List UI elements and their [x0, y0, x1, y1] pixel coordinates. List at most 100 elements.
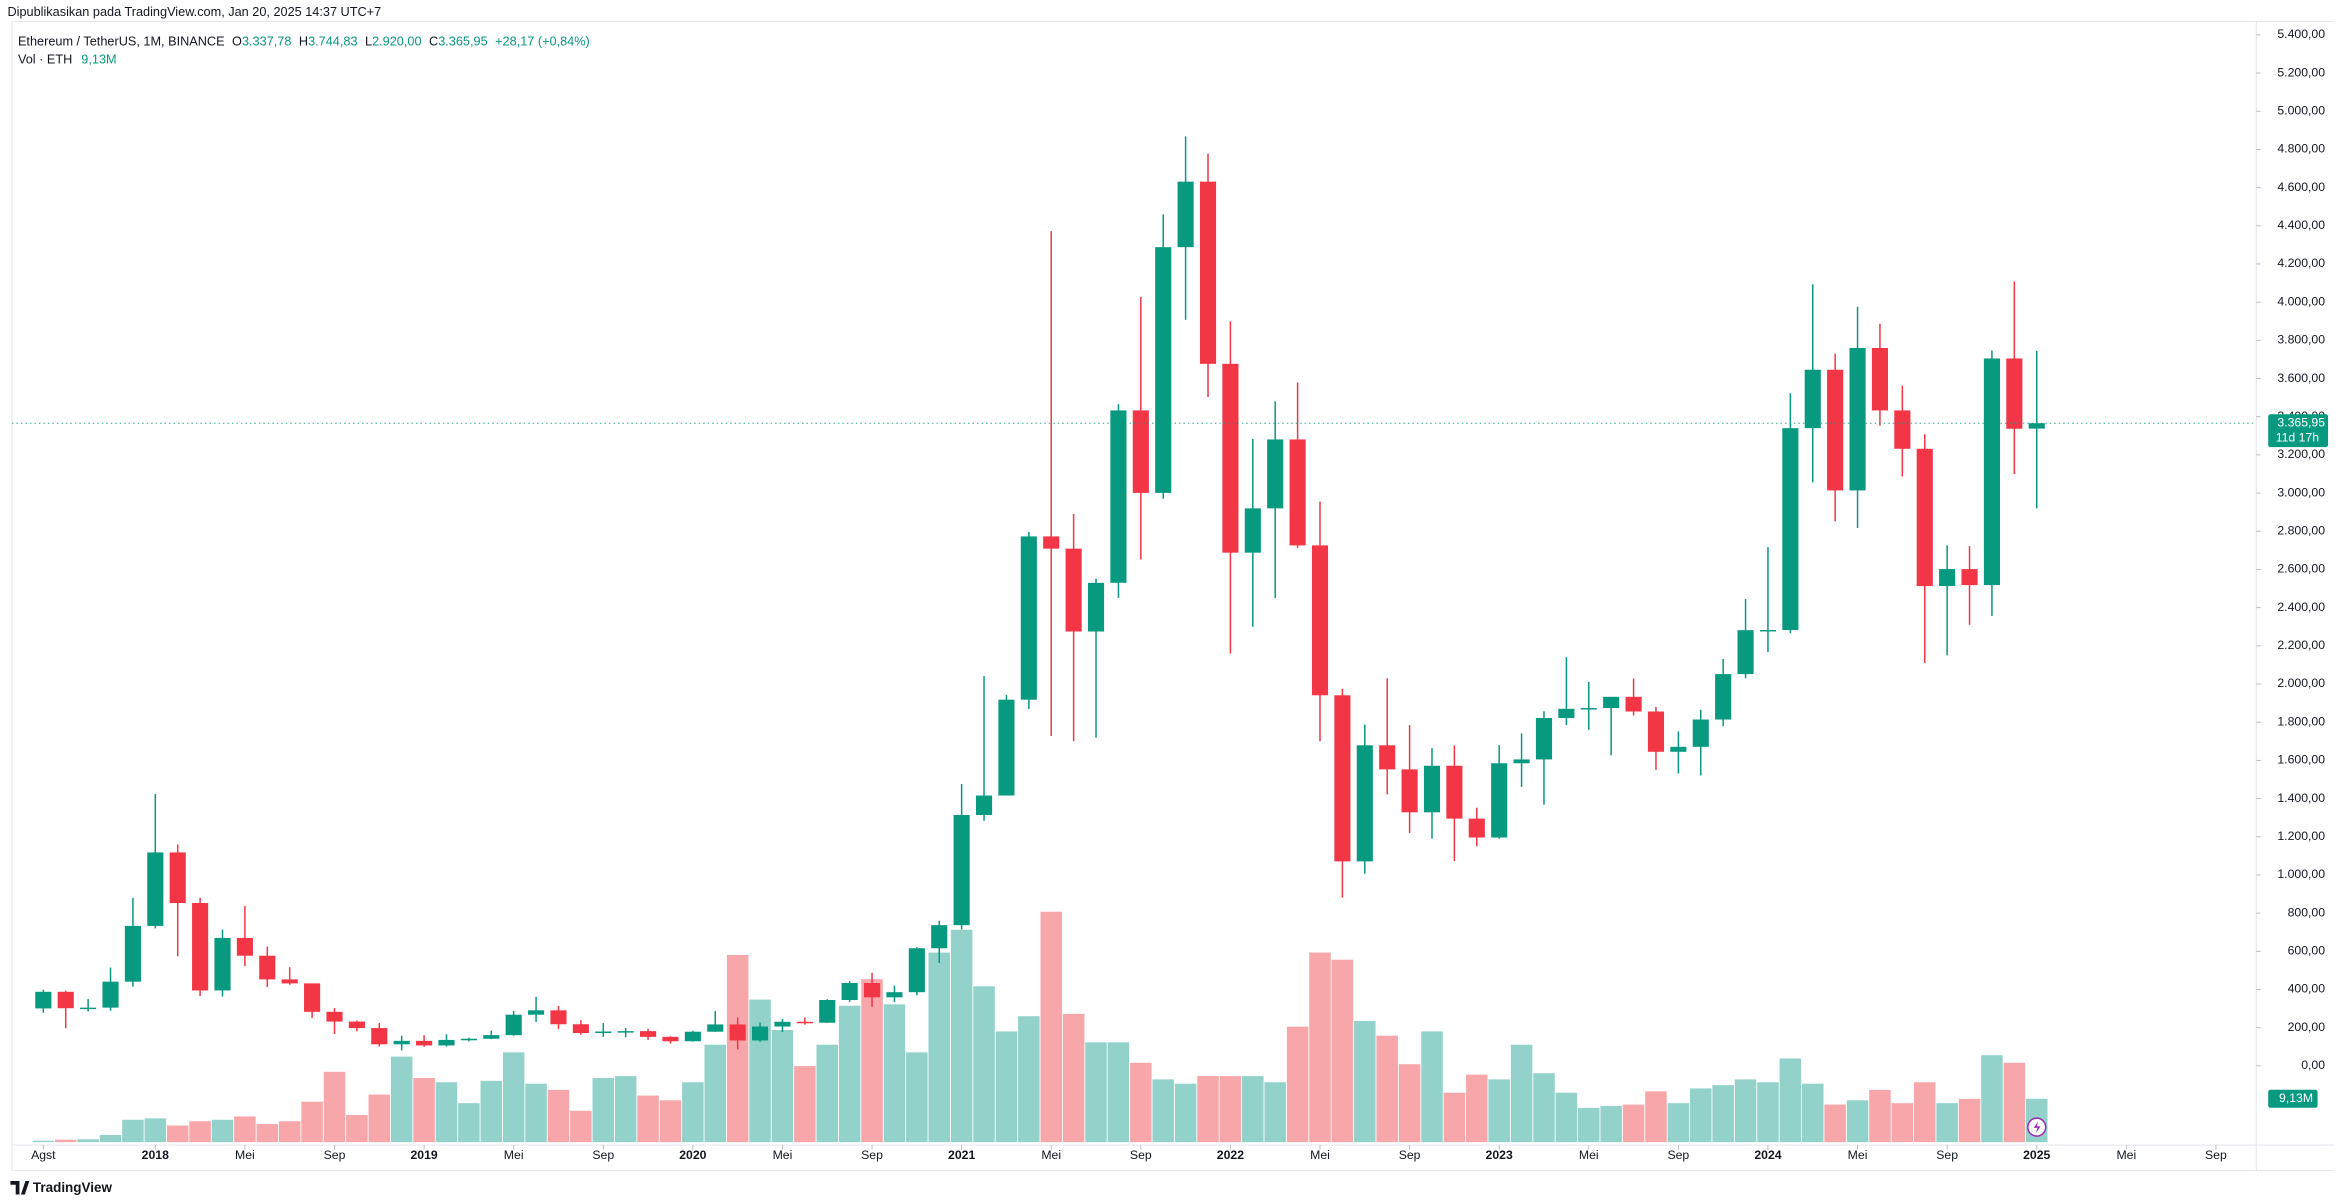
volume-bar	[749, 999, 771, 1143]
candle-body	[2028, 423, 2045, 429]
volume-bar	[1354, 1020, 1376, 1143]
volume-bar	[1510, 1044, 1533, 1143]
y-tick-label: 1.400,00	[2277, 791, 2325, 805]
volume-bar	[99, 1134, 122, 1143]
volume-bar	[1421, 1031, 1443, 1143]
volume-bar	[950, 929, 973, 1143]
candle-body	[1177, 181, 1194, 248]
candle-body	[953, 814, 970, 926]
x-tick-label: 2025	[2023, 1148, 2050, 1162]
volume-bar	[1846, 1100, 1869, 1143]
volume-bar	[1040, 911, 1062, 1143]
y-tick-label: 400,00	[2288, 982, 2326, 996]
candle-body	[1423, 765, 1441, 813]
x-tick-label: Sep	[1130, 1148, 1152, 1162]
volume-bar	[1533, 1073, 1555, 1143]
candle-body	[1491, 763, 1508, 838]
candle-body	[640, 1031, 657, 1037]
volume-bar	[995, 1031, 1018, 1143]
y-tick-label: 2.600,00	[2277, 562, 2325, 576]
candle-body	[1558, 708, 1575, 718]
candle-body	[1468, 818, 1485, 838]
o-label: O	[232, 34, 242, 49]
y-tick-label: 200,00	[2288, 1020, 2326, 1034]
volume-bar	[816, 1044, 838, 1143]
candle-body	[1894, 410, 1911, 449]
volume-bar	[1824, 1104, 1846, 1143]
candle-body	[1379, 745, 1396, 770]
candle-body	[1939, 569, 1956, 587]
candle-body	[528, 1010, 545, 1015]
candle-body	[348, 1021, 365, 1029]
candle-body	[505, 1014, 522, 1036]
y-tick-label: 1.600,00	[2277, 753, 2325, 767]
x-tick-label: Mei	[235, 1148, 255, 1162]
volume-bar	[323, 1071, 346, 1143]
volume-bar	[413, 1077, 435, 1143]
candle-body	[460, 1038, 477, 1041]
volume-bar	[570, 1110, 592, 1143]
x-tick-label: Mei	[773, 1148, 793, 1162]
candle-body	[931, 925, 948, 949]
candle-body	[1849, 347, 1866, 491]
candle-body	[908, 948, 925, 993]
volume-bar	[1712, 1085, 1734, 1143]
h-value: 3.744,83	[308, 34, 357, 49]
candle-body	[998, 699, 1015, 796]
volume-bar	[1936, 1103, 1958, 1143]
candle-body	[662, 1036, 679, 1042]
candle-body	[281, 979, 298, 984]
volume-bar	[1555, 1092, 1578, 1143]
brand-logo	[10, 1181, 30, 1195]
y-tick-label: 4.600,00	[2277, 180, 2325, 194]
candle-body	[1782, 428, 1799, 630]
candle-body	[1244, 508, 1261, 553]
volume-bar	[592, 1077, 615, 1143]
candle-body	[684, 1031, 701, 1042]
volume-bar	[1466, 1074, 1488, 1143]
candle-body	[1087, 582, 1105, 632]
volume-bar	[614, 1076, 637, 1143]
volume-bar	[390, 1056, 413, 1143]
candle-body	[124, 925, 141, 982]
volume-bar	[1779, 1058, 1802, 1143]
symbol: Ethereum / TetherUS, 1M, BINANCE	[18, 34, 225, 49]
volume-bar	[883, 1004, 906, 1143]
volume-bar	[502, 1052, 525, 1143]
candle-body	[617, 1031, 634, 1033]
volume-bar	[1891, 1103, 1914, 1143]
x-tick-label: Sep	[2205, 1148, 2227, 1162]
volume-bar	[1802, 1083, 1824, 1143]
x-tick-label: 2022	[1217, 1148, 1244, 1162]
candle-body	[236, 937, 253, 956]
y-tick-label: 600,00	[2288, 944, 2326, 958]
candle-body	[1827, 369, 1844, 491]
candle-body	[326, 1011, 343, 1022]
candle-body	[304, 983, 321, 1012]
candle-body	[438, 1039, 455, 1046]
candle-body	[1871, 347, 1889, 411]
volume-bar	[2003, 1062, 2026, 1143]
volume-bar	[771, 1030, 794, 1143]
h-label: H	[299, 34, 308, 49]
x-tick-label: Mei	[2116, 1148, 2136, 1162]
candle-body	[1110, 410, 1127, 583]
y-tick-label: 1.200,00	[2277, 829, 2325, 843]
y-tick-label: 2.200,00	[2277, 638, 2325, 652]
legend-ohlc: Ethereum / TetherUS, 1M, BINANCE O3.337,7…	[18, 34, 590, 49]
y-tick-label: 5.200,00	[2277, 65, 2325, 79]
x-tick-label: 2021	[948, 1148, 975, 1162]
volume-bar	[480, 1080, 503, 1143]
volume-bar	[682, 1082, 704, 1143]
candle-body	[214, 937, 231, 991]
volume-bar	[368, 1094, 391, 1143]
volume-bar	[278, 1121, 301, 1143]
volume-tag	[2268, 1089, 2318, 1108]
y-tick-label: 2.800,00	[2277, 524, 2325, 538]
candle-body	[371, 1028, 388, 1045]
candle-body	[1199, 181, 1217, 364]
volume-bar	[1018, 1016, 1040, 1143]
candle-body	[1625, 696, 1642, 712]
candle-body	[483, 1035, 500, 1039]
volume-bar	[1286, 1026, 1309, 1143]
